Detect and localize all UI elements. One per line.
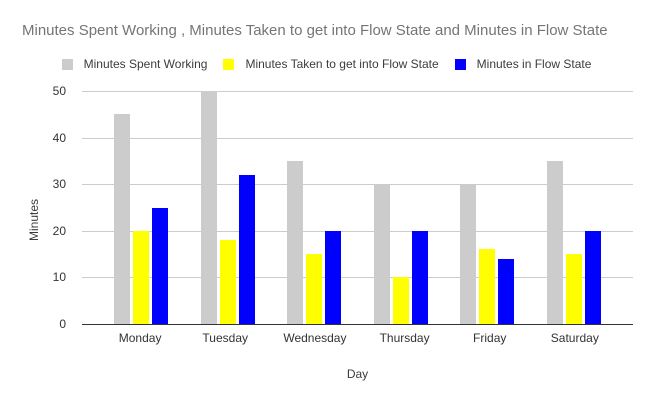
gridline <box>82 137 633 139</box>
y-tick-label: 40 <box>52 130 66 145</box>
bar <box>200 91 217 324</box>
legend-item-minutes-taken-flow: Minutes Taken to get into Flow State <box>223 57 439 71</box>
bar <box>287 160 304 324</box>
x-tick-label: Monday <box>113 331 167 345</box>
bar <box>306 254 323 324</box>
legend-swatch-gray <box>61 58 73 70</box>
legend-label: Minutes Taken to get into Flow State <box>245 57 439 71</box>
bar <box>325 230 342 324</box>
x-tick-label: Tuesday <box>198 331 252 345</box>
bar-group <box>200 91 255 324</box>
x-tick-text: Thursday <box>379 331 430 345</box>
bar-group <box>460 184 515 324</box>
bar <box>238 174 255 324</box>
legend-item-minutes-in-flow: Minutes in Flow State <box>454 57 592 71</box>
legend: Minutes Spent Working Minutes Taken to g… <box>0 57 653 71</box>
bar-groups <box>82 91 633 324</box>
y-axis-labels: 0 10 20 30 40 50 <box>40 84 74 331</box>
bar <box>546 160 563 324</box>
x-tick-label: Thursday <box>378 331 432 345</box>
bar-group <box>287 160 342 324</box>
legend-label: Minutes Spent Working <box>83 57 208 71</box>
legend-label: Minutes in Flow State <box>476 57 592 71</box>
bar <box>479 249 496 324</box>
y-tick-label: 20 <box>52 223 66 238</box>
bar <box>392 277 409 324</box>
x-tick-text: Tuesday <box>202 331 249 345</box>
y-tick-label: 50 <box>52 84 66 98</box>
legend-swatch-yellow <box>223 58 235 70</box>
bar <box>460 184 477 324</box>
bar <box>373 184 390 324</box>
x-tick-text: Friday <box>473 331 507 345</box>
bar-group <box>373 184 428 324</box>
gridline <box>82 230 633 232</box>
x-tick-label: Friday <box>463 331 517 345</box>
gridline <box>82 91 633 92</box>
bar-group <box>546 160 601 324</box>
y-tick-label: 0 <box>59 317 66 331</box>
plot-area <box>82 91 633 325</box>
x-tick-text: Monday <box>118 331 162 345</box>
y-tick-label: 10 <box>52 270 66 285</box>
x-tick-text: Wednesday <box>283 331 347 345</box>
legend-item-minutes-spent-working: Minutes Spent Working <box>61 57 208 71</box>
x-axis-title: Day <box>346 367 369 381</box>
bar <box>152 207 169 324</box>
x-tick-label: Saturday <box>548 331 602 345</box>
bar <box>565 254 582 324</box>
x-axis-labels: Monday Tuesday Wednesday Thursday Friday Satu… <box>82 331 633 345</box>
bar <box>133 230 150 324</box>
y-tick-label: 30 <box>52 177 66 192</box>
bar <box>114 114 131 324</box>
chart-title: Minutes Spent Working , Minutes Taken to… <box>22 22 608 39</box>
legend-swatch-blue <box>454 58 466 70</box>
x-tick-label: Wednesday <box>283 331 346 345</box>
bar <box>411 230 428 324</box>
bar <box>219 240 236 324</box>
gridline <box>82 277 633 279</box>
x-tick-text: Saturday <box>550 331 599 345</box>
bar <box>498 258 515 324</box>
bar <box>584 230 601 324</box>
gridlines <box>82 91 633 324</box>
gridline <box>82 184 633 186</box>
bar-group <box>114 114 169 324</box>
